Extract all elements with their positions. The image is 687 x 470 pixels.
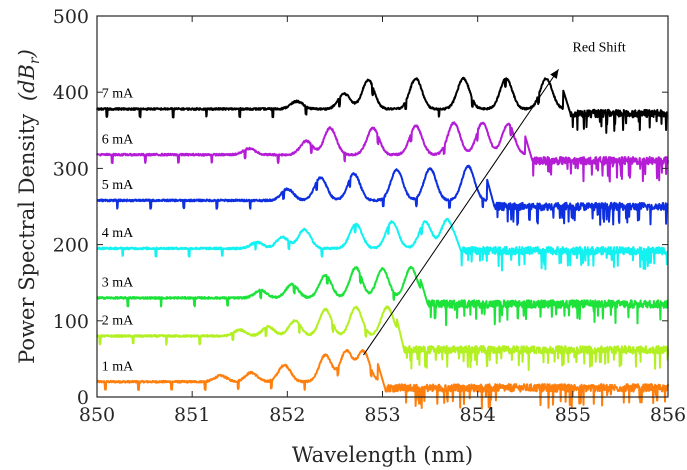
- series-label: 2 mA: [102, 314, 134, 329]
- y-axis-unit-base: dB: [15, 64, 39, 93]
- y-tick-label: 500: [53, 6, 89, 28]
- series-label: 6 mA: [102, 132, 134, 147]
- series-line: [96, 305, 669, 371]
- y-axis-title-text: Power Spectral Density: [15, 114, 39, 364]
- series-line: [96, 217, 669, 272]
- series-label: 4 mA: [102, 226, 134, 241]
- x-tick-label: 853: [364, 404, 400, 426]
- series-line: [96, 121, 669, 183]
- series-line: [96, 349, 669, 410]
- x-tick-label: 855: [555, 404, 591, 426]
- y-tick-label: 0: [77, 387, 89, 409]
- y-axis-unit-sub: r: [27, 56, 43, 64]
- y-tick-label: 400: [53, 82, 89, 104]
- y-tick-label: 100: [53, 311, 89, 333]
- y-axis-title: Power Spectral Density (dBr): [15, 49, 43, 364]
- series-labels: 1 mA 2 mA 3 mA 4 mA 5 mA 6 mA 7 mA: [102, 87, 134, 375]
- series-label: 7 mA: [102, 87, 134, 102]
- x-tick-label: 852: [269, 404, 305, 426]
- y-tick-label: 300: [53, 158, 89, 180]
- series-label: 5 mA: [102, 178, 134, 193]
- series-label: 3 mA: [102, 276, 134, 291]
- axis-ticks: 850 851 852 853 854 855 856 0 100 200 300 400 500: [53, 6, 686, 426]
- red-shift-label: Red Shift: [573, 40, 626, 55]
- x-tick-label: 856: [650, 404, 686, 426]
- x-axis-title: Wavelength (nm): [292, 443, 473, 467]
- red-shift-annotation: Red Shift: [363, 40, 626, 356]
- series-lines: [96, 76, 669, 410]
- y-tick-label: 200: [53, 235, 89, 257]
- red-shift-arrow: [363, 69, 559, 356]
- series-label: 1 mA: [102, 359, 134, 374]
- series-line: [96, 76, 669, 134]
- x-tick-label: 854: [460, 404, 496, 426]
- x-tick-label: 851: [174, 404, 210, 426]
- series-line: [96, 265, 669, 327]
- series-line: [96, 164, 669, 226]
- x-tick-label: 850: [79, 404, 115, 426]
